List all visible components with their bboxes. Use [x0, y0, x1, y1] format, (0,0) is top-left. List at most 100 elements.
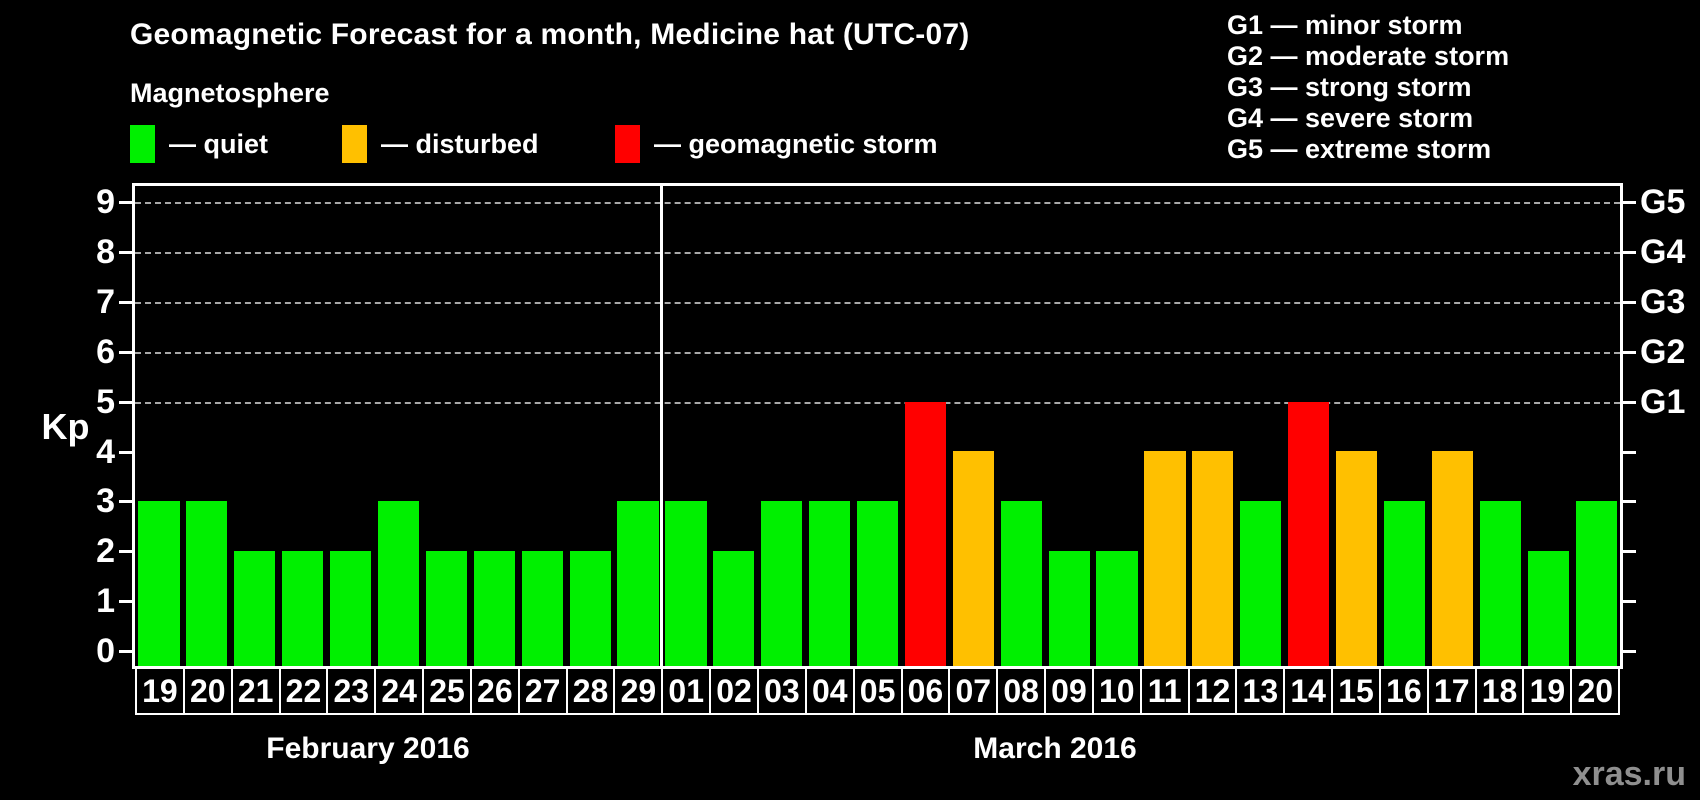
y-axis-tick	[119, 500, 132, 504]
kp-bar-day-16	[1383, 501, 1426, 666]
y-axis-label: Kp	[41, 406, 90, 447]
bar-slot	[902, 186, 950, 666]
y-axis-tick	[119, 201, 132, 204]
day-label-01: 01	[661, 667, 712, 715]
g-scale-legend-line: G2 — moderate storm	[1227, 41, 1510, 71]
bar-slot	[518, 186, 566, 666]
y-axis-tick	[119, 450, 132, 454]
bar-slot	[327, 186, 375, 666]
day-label-14: 14	[1283, 667, 1334, 715]
day-label-05: 05	[852, 667, 903, 715]
bar-slot	[183, 186, 231, 666]
bar-slot	[375, 186, 423, 666]
g-level-label-g5: G5	[1640, 183, 1686, 221]
kp-bar-day-06	[904, 401, 947, 666]
quiet-color-swatch-icon	[130, 125, 155, 163]
kp-bar-day-21	[234, 551, 276, 666]
kp-bar-day-02	[713, 551, 755, 666]
storm-color-swatch-icon	[615, 125, 640, 163]
kp-bar-day-19	[1527, 551, 1569, 666]
day-label-06: 06	[900, 667, 951, 715]
day-label-28: 28	[565, 667, 616, 715]
bar-slot	[1045, 186, 1093, 666]
right-axis-tick	[1623, 350, 1636, 354]
day-label-09: 09	[1044, 667, 1094, 715]
day-label-19: 19	[135, 667, 185, 715]
right-axis-tick	[1623, 500, 1636, 504]
day-label-13: 13	[1235, 667, 1286, 715]
bar-slot	[135, 186, 183, 666]
y-tick-label: 7	[96, 282, 115, 321]
kp-bar-day-07	[952, 451, 994, 666]
bar-slot	[1572, 186, 1620, 666]
bar-slot	[997, 186, 1045, 666]
gridline-kp-7	[135, 301, 1620, 304]
y-tick-label: 8	[96, 232, 115, 271]
kp-bar-day-27	[521, 551, 563, 666]
y-axis-tick	[119, 300, 132, 304]
plot-area: 0 1 2 3 4 5 6 7 8 9 G1 G2 G3 G4 G5	[96, 183, 1685, 669]
y-axis-tick	[119, 600, 132, 604]
bar-slot	[662, 186, 710, 666]
day-label-16: 16	[1378, 667, 1429, 715]
kp-bar-day-09	[1048, 551, 1090, 666]
gridline-kp-6	[135, 351, 1620, 354]
bar-slot	[806, 186, 854, 666]
bar-slot	[854, 186, 902, 666]
kp-bar-day-29	[617, 501, 659, 666]
month-boundary-line	[660, 186, 664, 666]
day-label-29: 29	[613, 667, 664, 715]
g-level-label-g3: G3	[1640, 282, 1686, 321]
kp-bar-day-17	[1431, 451, 1474, 666]
bar-slot	[949, 186, 997, 666]
day-label-23: 23	[326, 667, 377, 715]
day-label-11: 11	[1139, 667, 1190, 715]
bar-slot	[1237, 186, 1285, 666]
day-label-02: 02	[709, 667, 759, 715]
right-axis-tick	[1623, 600, 1636, 604]
y-axis-tick	[119, 250, 132, 254]
bar-slot	[1476, 186, 1524, 666]
day-label-03: 03	[756, 667, 807, 715]
bar-slot	[422, 186, 470, 666]
bar-slot	[758, 186, 806, 666]
y-axis-tick	[119, 550, 132, 554]
day-label-25: 25	[422, 667, 472, 715]
y-axis-tick	[119, 650, 132, 654]
bars-row	[135, 186, 1620, 666]
kp-bar-day-15	[1336, 451, 1378, 666]
kp-bar-day-20	[1575, 501, 1617, 666]
day-label-27: 27	[517, 667, 568, 715]
kp-bar-day-14	[1288, 401, 1330, 666]
kp-bar-day-25	[425, 551, 467, 666]
y-tick-label: 4	[96, 432, 115, 471]
kp-bar-day-10	[1096, 551, 1138, 666]
day-label-15: 15	[1331, 667, 1381, 715]
y-tick-label: 9	[96, 183, 115, 221]
y-tick-label: 2	[96, 532, 115, 571]
bar-slot	[566, 186, 614, 666]
g-level-label-g1: G1	[1640, 382, 1686, 421]
day-label-10: 10	[1091, 667, 1142, 715]
month-label-february: February 2016	[266, 732, 470, 765]
bar-slot	[231, 186, 279, 666]
g-scale-legend-line: G4 — severe storm	[1227, 103, 1474, 133]
day-label-04: 04	[804, 667, 855, 715]
legend-item-disturbed: — disturbed	[342, 122, 539, 166]
right-axis-tick	[1623, 550, 1636, 554]
y-tick-label: 0	[96, 632, 115, 671]
day-label-19: 19	[1522, 667, 1573, 715]
day-label-07: 07	[948, 667, 999, 715]
g-scale-legend-line: G3 — strong storm	[1227, 72, 1472, 102]
kp-bar-day-03	[761, 501, 803, 666]
kp-bar-day-28	[569, 551, 611, 666]
g-scale-legend-line: G5 — extreme storm	[1227, 134, 1492, 164]
right-axis-tick	[1623, 201, 1636, 204]
y-axis-tick	[119, 350, 132, 354]
kp-bar-day-05	[856, 501, 899, 666]
bar-slot	[1189, 186, 1237, 666]
kp-bar-day-13	[1240, 501, 1282, 666]
bar-slot	[1428, 186, 1476, 666]
kp-bar-day-23	[329, 551, 372, 666]
